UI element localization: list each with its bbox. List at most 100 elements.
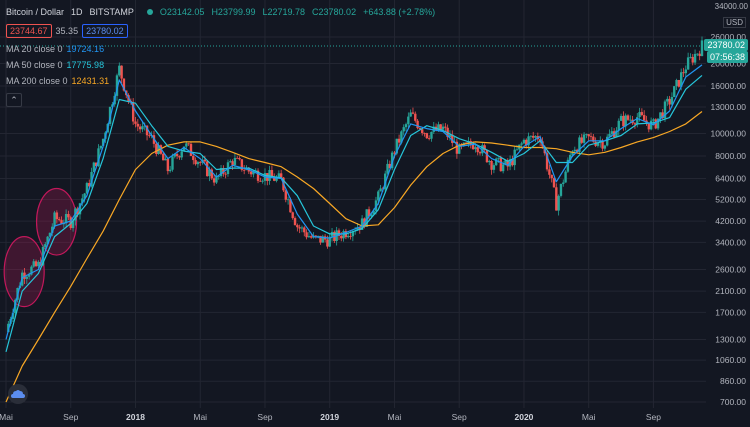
candle-body xyxy=(629,119,632,121)
time-tick: Sep xyxy=(452,412,467,422)
candle-body xyxy=(529,135,533,137)
candle-body xyxy=(328,236,331,247)
candle-body xyxy=(673,86,676,98)
candle-body xyxy=(25,276,29,279)
candle-body xyxy=(219,168,223,177)
candle-body xyxy=(605,136,609,146)
price-tick: 2100.00 xyxy=(715,286,746,296)
candle-body xyxy=(205,161,209,177)
candle-body xyxy=(349,236,352,237)
price-tick: 1300.00 xyxy=(715,334,746,344)
candle-body xyxy=(411,112,415,114)
candle-body xyxy=(647,122,651,130)
candle-body xyxy=(164,158,167,161)
currency-badge[interactable]: USD xyxy=(723,17,746,28)
moving-averages xyxy=(5,64,703,403)
candle-body xyxy=(511,159,514,166)
candle-body xyxy=(522,139,526,144)
price-tick: 5200.00 xyxy=(715,195,746,205)
candle-body xyxy=(642,115,646,121)
ma200-label: MA 200 close 0 xyxy=(6,76,68,86)
tradingview-logo-icon[interactable] xyxy=(8,384,28,404)
candle-body xyxy=(155,143,158,155)
time-tick: Mai xyxy=(388,412,402,422)
candle-body xyxy=(249,171,253,175)
bid-ask-row: 23744.67 35.35 23780.02 xyxy=(6,24,128,38)
candle-body xyxy=(400,131,403,143)
price-tick: 16000.00 xyxy=(711,81,747,91)
candle-body xyxy=(284,190,287,200)
chevron-up-icon: ⌃ xyxy=(10,94,18,105)
sell-button[interactable]: 23744.67 xyxy=(6,24,52,38)
candle-body xyxy=(192,156,195,161)
candle-body xyxy=(88,183,91,187)
time-tick: Mai xyxy=(0,412,13,422)
candle-body xyxy=(187,143,190,145)
close-value: C23780.02 xyxy=(312,7,357,17)
candle-body xyxy=(162,153,165,161)
candle-body xyxy=(656,118,660,129)
candle-body xyxy=(44,244,47,247)
candle-body xyxy=(693,53,697,63)
candle-body xyxy=(689,56,692,58)
candle-body xyxy=(379,188,382,192)
candle-body xyxy=(578,137,581,152)
candle-body xyxy=(451,134,454,143)
candle-body xyxy=(233,157,237,166)
candle-body xyxy=(236,157,239,159)
candle-body xyxy=(476,147,479,153)
candle-body xyxy=(481,145,484,154)
time-tick: 2019 xyxy=(320,412,339,422)
candle-body xyxy=(34,261,38,267)
candle-body xyxy=(64,213,68,224)
time-tick: Mai xyxy=(582,412,596,422)
candle-body xyxy=(145,125,149,136)
candle-body xyxy=(682,72,685,74)
symbol-name[interactable]: Bitcoin / Dollar xyxy=(6,7,65,17)
candle-body xyxy=(57,219,61,221)
ma20-legend[interactable]: MA 20 close 0 19724.16 xyxy=(6,44,104,54)
candle-body xyxy=(525,139,528,146)
time-tick: 2020 xyxy=(514,412,533,422)
candle-body xyxy=(279,173,283,178)
candle-body xyxy=(439,124,442,130)
candle-body xyxy=(677,80,681,87)
ma200-legend[interactable]: MA 200 close 0 12431.31 xyxy=(6,76,109,86)
candle-body xyxy=(638,112,641,118)
candle-body xyxy=(120,65,123,79)
grid-lines xyxy=(0,0,706,408)
time-axis[interactable]: Mai Sep 2018 Mai Sep 2019 Mai Sep 2020 Mai Sep xyxy=(0,408,750,427)
candle-body xyxy=(291,212,294,219)
candle-body xyxy=(585,134,588,136)
candle-body xyxy=(316,235,320,237)
candle-body xyxy=(240,159,244,170)
candle-body xyxy=(659,112,662,119)
candle-body xyxy=(515,149,519,151)
ma50-legend[interactable]: MA 50 close 0 17775.98 xyxy=(6,60,104,70)
candle-body xyxy=(589,136,593,138)
candle-body xyxy=(633,123,637,125)
candle-body xyxy=(501,164,505,172)
candle-body xyxy=(520,143,523,145)
candle-body xyxy=(691,56,694,63)
time-tick: Sep xyxy=(646,412,661,422)
collapse-legend-button[interactable]: ⌃ xyxy=(6,93,22,107)
candle-body xyxy=(603,145,607,149)
candle-body xyxy=(587,134,590,137)
candle-body xyxy=(608,133,611,137)
price-axis[interactable]: 34000.00 26000.00 20000.00 16000.00 13000.00… xyxy=(706,0,750,427)
candle-body xyxy=(550,174,553,179)
buy-button[interactable]: 23780.02 xyxy=(82,24,128,38)
candle-body xyxy=(686,57,690,70)
interval[interactable]: 1D xyxy=(71,7,83,17)
candle-body xyxy=(337,230,341,236)
time-tick: 2018 xyxy=(126,412,145,422)
candle-body xyxy=(32,261,35,267)
price-tick: 10000.00 xyxy=(711,128,747,138)
candle-body xyxy=(492,165,496,170)
candle-body xyxy=(210,169,213,179)
candle-body xyxy=(679,72,683,87)
candle-body xyxy=(617,120,620,131)
